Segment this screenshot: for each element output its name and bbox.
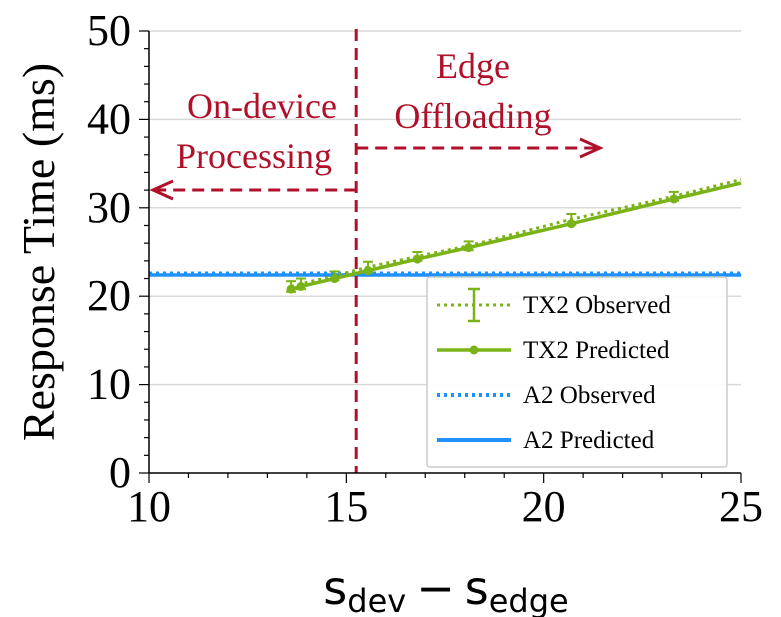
- y-tick-label-50: 50: [87, 6, 131, 55]
- tx2-predicted-point: [286, 284, 296, 294]
- x-tick-label-25: 25: [719, 482, 763, 531]
- y-tick-label-0: 0: [109, 448, 131, 497]
- axes: [139, 30, 742, 483]
- tx2-predicted-point: [412, 254, 422, 264]
- tx2-predicted-point: [329, 274, 339, 284]
- y-tick-label-20: 20: [87, 271, 131, 320]
- y-axis-label: Response Time (ms): [13, 63, 64, 441]
- y-tick-label-40: 40: [87, 94, 131, 143]
- annotation-offloading: Offloading: [394, 96, 551, 136]
- x-label-minus: −: [416, 561, 455, 615]
- legend-label-a2-observed: A2 Observed: [523, 382, 656, 409]
- legend: TX2 Observed TX2 Predicted A2 Observed A…: [426, 276, 728, 468]
- y-tick-label-10: 10: [87, 360, 131, 409]
- left-arrow-head: [149, 179, 174, 201]
- x-label-sub2: edge: [489, 582, 569, 617]
- right-arrow-head: [579, 137, 604, 159]
- x-axis-label: sdev − sedge: [323, 561, 568, 617]
- annotation-edge: Edge: [436, 46, 510, 86]
- tx2-predicted-point: [363, 266, 373, 276]
- annotation-processing: Processing: [176, 136, 332, 176]
- y-tick-label-30: 30: [87, 183, 131, 232]
- legend-swatch-tx2-predicted-marker: [469, 345, 479, 355]
- legend-label-tx2-predicted: TX2 Predicted: [523, 337, 670, 364]
- tx2-predicted-point: [566, 219, 576, 229]
- series-layer: [149, 178, 742, 294]
- legend-label-tx2-observed: TX2 Observed: [523, 292, 671, 319]
- x-tick-label-10: 10: [127, 482, 171, 531]
- tx2-predicted-point: [464, 243, 474, 253]
- legend-label-a2-predicted: A2 Predicted: [523, 427, 655, 454]
- x-label-sub1: dev: [347, 582, 406, 617]
- tx2-predicted-point: [669, 194, 679, 204]
- threshold-layer: [149, 29, 604, 473]
- x-label-s1: s: [323, 561, 347, 615]
- tx2-predicted-point: [296, 281, 306, 291]
- tx2-observed-line: [290, 178, 742, 288]
- annotation-on-device: On-device: [187, 86, 337, 126]
- legend-box: [426, 276, 728, 468]
- x-tick-label-15: 15: [324, 482, 368, 531]
- x-label-s2: s: [465, 561, 489, 615]
- x-tick-label-20: 20: [522, 482, 566, 531]
